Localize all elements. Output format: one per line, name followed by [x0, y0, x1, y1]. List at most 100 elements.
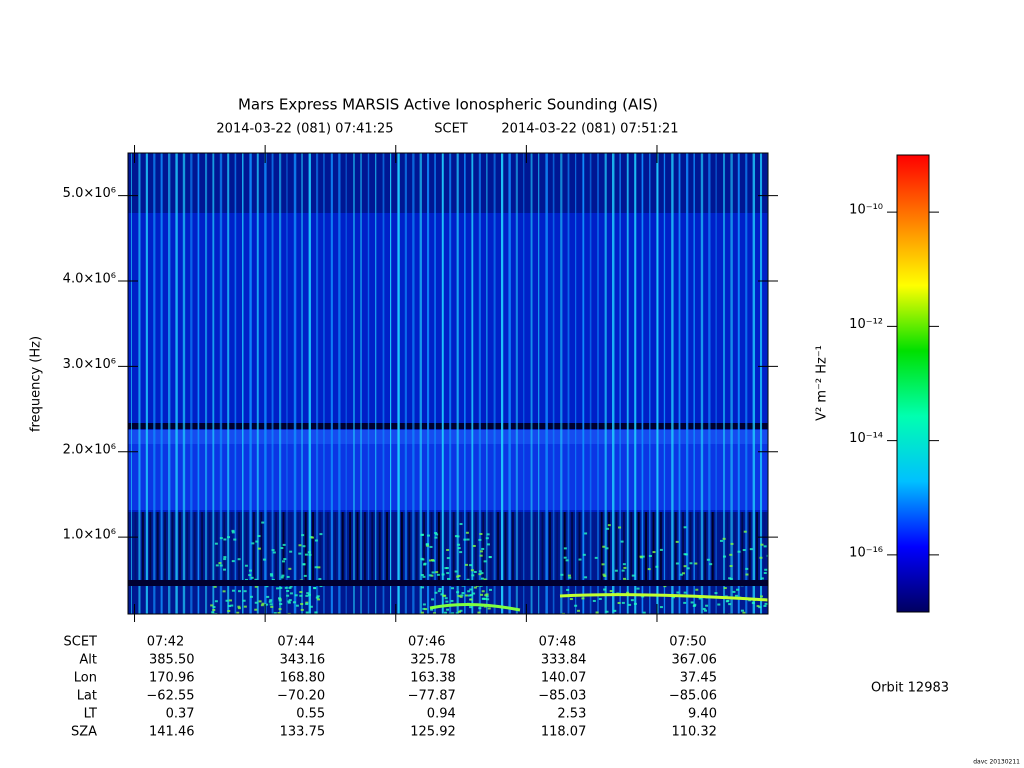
echo: [271, 549, 275, 552]
echo: [314, 539, 318, 542]
stripe-dark: [630, 512, 633, 582]
echo: [288, 567, 292, 570]
stripe-dark: [356, 512, 359, 582]
stripe-dark: [304, 512, 307, 582]
stripe-dark: [452, 512, 455, 582]
ephemeris-value: 170.96: [149, 671, 195, 686]
stripe-dark: [334, 512, 337, 582]
stripe: [412, 153, 415, 614]
echo: [469, 598, 473, 601]
echo: [641, 555, 645, 558]
echo: [428, 559, 432, 562]
echo: [306, 592, 310, 595]
echo: [248, 569, 252, 572]
ephemeris-value: 141.46: [149, 725, 195, 740]
stripe-dark: [563, 512, 566, 582]
echo: [435, 533, 439, 536]
echo: [286, 594, 290, 597]
echo: [440, 593, 444, 596]
echo: [433, 612, 437, 614]
echo: [423, 562, 427, 565]
stripe: [330, 153, 333, 614]
ephemeris-value: 9.40: [688, 707, 717, 722]
echo: [222, 590, 226, 593]
echo: [289, 592, 293, 595]
stripe: [360, 153, 362, 614]
echo: [305, 601, 309, 604]
echo: [231, 529, 235, 532]
echo: [459, 595, 463, 598]
echo: [244, 578, 248, 581]
echo: [265, 585, 269, 588]
echo: [271, 578, 275, 581]
echo: [223, 556, 227, 559]
echo: [705, 604, 709, 607]
ephemeris-value: −70.20: [277, 689, 325, 704]
echo: [431, 571, 435, 574]
stripe: [219, 153, 223, 614]
stripe: [197, 153, 200, 614]
echo: [436, 573, 440, 576]
echo: [563, 556, 567, 559]
stripe-dark: [519, 512, 522, 582]
echo: [725, 600, 729, 603]
echo: [655, 565, 659, 568]
echo: [618, 526, 622, 529]
stripe: [671, 153, 674, 614]
echo: [458, 610, 462, 613]
echo: [289, 550, 293, 553]
echo: [686, 567, 690, 570]
echo: [446, 548, 450, 551]
stripe-dark: [201, 512, 204, 582]
echo: [288, 586, 292, 589]
echo: [652, 551, 656, 554]
stripe-dark: [349, 512, 352, 582]
echo-trace: [429, 602, 521, 612]
stripe: [619, 153, 621, 614]
stripe-dark: [622, 512, 625, 582]
echo: [479, 554, 483, 557]
echo: [309, 605, 313, 608]
echo: [734, 594, 738, 597]
echo: [465, 531, 469, 534]
echo: [742, 549, 746, 552]
stripe: [456, 153, 459, 614]
echo: [463, 538, 467, 541]
echo: [431, 598, 435, 601]
echo: [457, 543, 461, 546]
echo: [719, 539, 723, 542]
echo: [422, 607, 426, 610]
echo: [237, 607, 241, 610]
echo: [729, 577, 733, 580]
echo: [457, 547, 461, 550]
echo: [581, 597, 585, 600]
echo: [287, 612, 291, 614]
echo: [269, 603, 273, 606]
stripe: [323, 153, 325, 614]
echo-trace: [559, 593, 768, 602]
echo: [602, 573, 606, 576]
echo: [729, 553, 733, 556]
echo: [319, 533, 323, 536]
echo: [698, 597, 702, 600]
echo: [483, 560, 487, 563]
echo: [477, 611, 481, 614]
echo: [248, 574, 252, 577]
echo: [488, 588, 492, 591]
ephemeris-value: −62.55: [146, 689, 194, 704]
baseline-band: [128, 580, 768, 586]
ephemeris-value: 2.53: [557, 707, 586, 722]
echo: [434, 532, 438, 535]
echo: [236, 611, 240, 614]
echo: [722, 555, 726, 558]
stripe-dark: [704, 512, 707, 582]
stripe-dark: [527, 512, 529, 582]
echo: [278, 599, 282, 602]
echo: [456, 535, 460, 538]
x-tick-label: 07:44: [277, 635, 314, 650]
echo: [426, 544, 430, 547]
echo: [251, 542, 255, 545]
echo: [237, 605, 241, 608]
stripe-dark: [726, 512, 729, 582]
stripe: [656, 153, 659, 614]
